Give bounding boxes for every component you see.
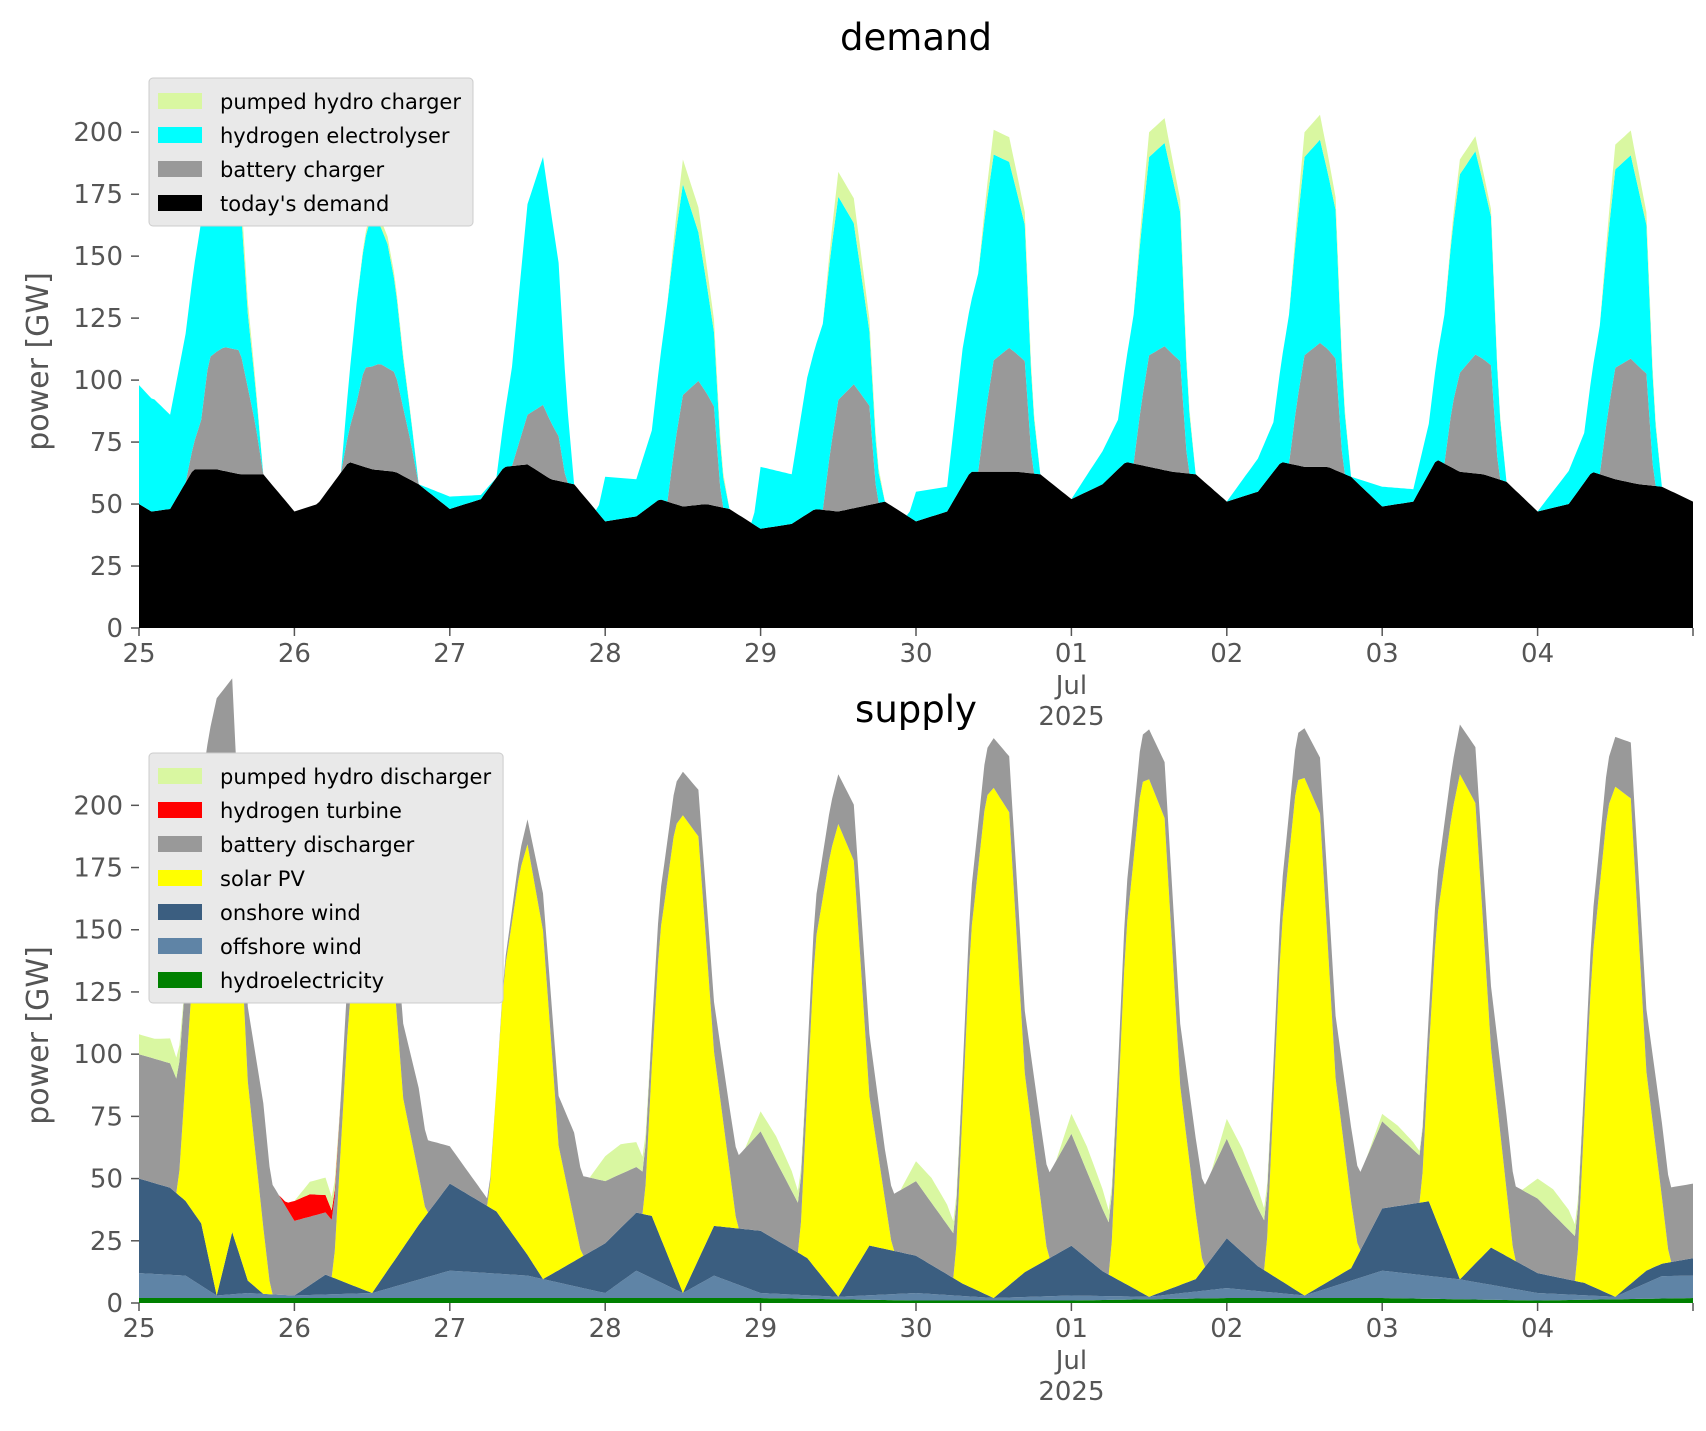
- x-tick-label: 27: [433, 1314, 466, 1344]
- area-series-solar-pv: [139, 759, 1693, 1298]
- x-tick-label: 29: [744, 639, 777, 669]
- legend-swatch: [158, 768, 202, 784]
- legend-swatch: [158, 127, 202, 143]
- legend: pumped hydro charger hydrogen electrolyse…: [148, 77, 474, 227]
- area-series-today-s-demand: [139, 460, 1693, 628]
- x-tick-sublabel: Jul: [1054, 671, 1087, 701]
- x-tick-label: 27: [433, 639, 466, 669]
- x-tick-label: 28: [589, 1314, 622, 1344]
- x-tick-label: 26: [278, 1314, 311, 1344]
- x-tick-label: 25: [122, 1314, 155, 1344]
- y-tick-label: 150: [73, 916, 123, 946]
- x-tick-label: 30: [899, 1314, 932, 1344]
- y-tick-label: 175: [73, 854, 123, 884]
- legend-label: offshore wind: [220, 935, 362, 959]
- legend-swatch: [158, 938, 202, 954]
- legend-label: hydroelectricity: [220, 969, 384, 993]
- legend-label: battery discharger: [220, 833, 415, 857]
- legend-label: solar PV: [220, 867, 305, 891]
- x-tick-label: 28: [589, 639, 622, 669]
- x-tick-label: 01: [1055, 1314, 1088, 1344]
- legend-label: battery charger: [220, 158, 385, 182]
- legend-swatch: [158, 836, 202, 852]
- chart-title: supply: [855, 688, 977, 731]
- area-series-onshore-wind: [139, 1178, 1693, 1298]
- legend-swatch: [158, 93, 202, 109]
- area-series-battery-charger: [139, 342, 1693, 529]
- y-axis-label: power [GW]: [21, 272, 56, 451]
- y-tick-label: 75: [90, 1102, 123, 1132]
- y-tick-label: 25: [90, 1227, 123, 1257]
- legend-label: pumped hydro discharger: [220, 765, 491, 789]
- legend-box: [148, 752, 504, 1004]
- x-tick-label: 26: [278, 639, 311, 669]
- area-series-offshore-wind: [139, 1270, 1693, 1301]
- legend-swatch: [158, 904, 202, 920]
- y-tick-label: 100: [73, 366, 123, 396]
- chart-title: demand: [840, 16, 992, 59]
- legend: pumped hydro discharger hydrogen turbine b…: [148, 752, 504, 1004]
- legend-label: today's demand: [220, 192, 389, 216]
- legend-swatch: [158, 972, 202, 988]
- legend-label: pumped hydro charger: [220, 90, 461, 114]
- x-tick-label: 30: [899, 639, 932, 669]
- y-tick-label: 50: [90, 1165, 123, 1195]
- legend-swatch: [158, 870, 202, 886]
- legend-swatch: [158, 195, 202, 211]
- legend-label: hydrogen turbine: [220, 799, 402, 823]
- y-tick-label: 200: [73, 118, 123, 148]
- legend-label: hydrogen electrolyser: [220, 124, 450, 148]
- x-tick-sublabel: 2025: [1038, 1377, 1104, 1407]
- x-tick-label: 01: [1055, 639, 1088, 669]
- y-tick-label: 0: [106, 614, 123, 644]
- y-tick-label: 200: [73, 791, 123, 821]
- x-tick-label: 03: [1366, 1314, 1399, 1344]
- legend-swatch: [158, 802, 202, 818]
- y-tick-label: 150: [73, 242, 123, 272]
- y-tick-label: 25: [90, 552, 123, 582]
- area-series-battery-discharger: [139, 678, 1693, 1296]
- legend-label: onshore wind: [220, 901, 361, 925]
- y-tick-label: 125: [73, 978, 123, 1008]
- y-tick-label: 100: [73, 1040, 123, 1070]
- x-tick-label: 02: [1210, 639, 1243, 669]
- y-tick-label: 175: [73, 180, 123, 210]
- area-series-hydrogen-electrolyser: [139, 111, 1693, 529]
- x-tick-label: 02: [1210, 1314, 1243, 1344]
- x-tick-label: 04: [1521, 1314, 1554, 1344]
- x-tick-label: 03: [1366, 639, 1399, 669]
- x-tick-label: 04: [1521, 639, 1554, 669]
- x-tick-label: 29: [744, 1314, 777, 1344]
- x-tick-sublabel: Jul: [1054, 1346, 1087, 1376]
- y-tick-label: 125: [73, 304, 123, 334]
- legend-box: [148, 77, 474, 227]
- area-series-pumped-hydro-discharger: [139, 678, 1693, 1237]
- legend-swatch: [158, 161, 202, 177]
- y-axis-label: power [GW]: [21, 946, 56, 1125]
- y-tick-label: 0: [106, 1289, 123, 1319]
- x-tick-label: 25: [122, 639, 155, 669]
- y-tick-label: 50: [90, 490, 123, 520]
- x-tick-sublabel: 2025: [1038, 702, 1104, 732]
- y-tick-label: 75: [90, 428, 123, 458]
